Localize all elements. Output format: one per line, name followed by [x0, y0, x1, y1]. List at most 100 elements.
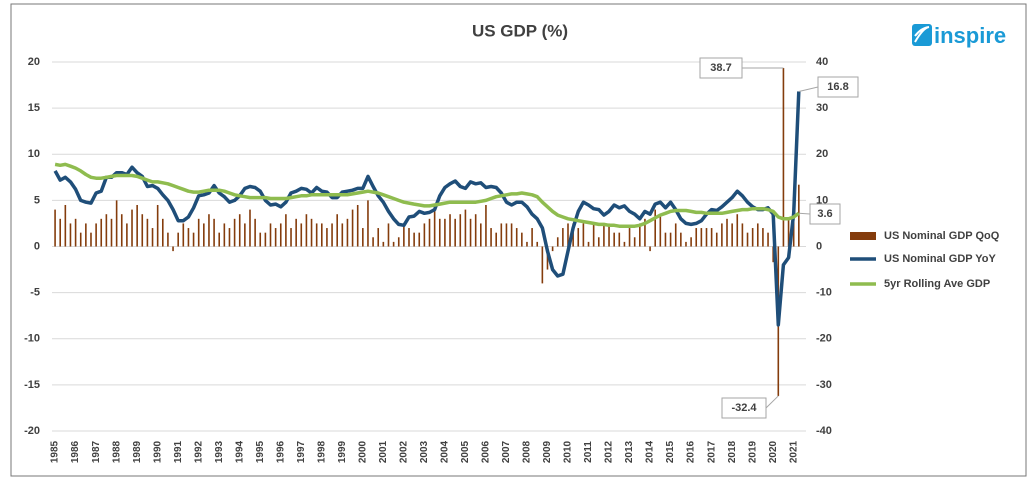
x-tick-label: 2011	[583, 441, 594, 463]
bar	[429, 219, 431, 247]
bar	[465, 210, 467, 247]
bar	[234, 219, 236, 247]
bar	[593, 223, 595, 246]
x-tick-label: 2008	[522, 440, 533, 463]
bar	[198, 219, 200, 247]
bar	[562, 228, 564, 246]
bar	[706, 228, 708, 246]
bar	[285, 214, 287, 246]
bar	[542, 247, 544, 284]
y2-tick-label: -40	[816, 425, 832, 437]
bar	[495, 233, 497, 247]
bar	[449, 214, 451, 246]
x-tick-label: 2010	[563, 440, 574, 463]
bar	[152, 228, 154, 246]
bar	[588, 242, 590, 247]
bar	[526, 242, 528, 247]
bar	[521, 233, 523, 247]
x-tick-label: 2017	[706, 440, 717, 463]
bar	[265, 233, 267, 247]
bar	[613, 233, 615, 247]
x-tick-label: 2018	[727, 440, 738, 463]
x-tick-label: 2003	[419, 440, 430, 463]
bar	[95, 223, 97, 246]
bar	[444, 219, 446, 247]
bar	[665, 233, 667, 247]
bar	[213, 219, 215, 247]
y-tick-label: -20	[24, 425, 40, 437]
bar	[347, 219, 349, 247]
callout-line	[799, 213, 810, 214]
bar	[726, 219, 728, 247]
bar	[162, 219, 164, 247]
bar	[742, 223, 744, 246]
bar	[203, 223, 205, 246]
data-label: 3.6	[817, 208, 832, 220]
y-tick-label: 20	[28, 56, 40, 68]
data-label: 16.8	[827, 81, 848, 93]
bar	[116, 200, 118, 246]
y2-tick-label: -30	[816, 379, 832, 391]
logo-text: inspire	[934, 23, 1006, 48]
bar	[111, 219, 113, 247]
bar	[629, 228, 631, 246]
y2-tick-label: 20	[816, 148, 828, 160]
bar	[280, 223, 282, 246]
bar	[106, 214, 108, 246]
x-tick-label: 2020	[768, 440, 779, 463]
x-tick-label: 2009	[542, 440, 553, 463]
bar	[424, 223, 426, 246]
bar	[459, 214, 461, 246]
y-tick-label: 15	[28, 102, 40, 114]
y-tick-label: -10	[24, 333, 40, 345]
bar	[552, 247, 554, 252]
data-label: -32.4	[731, 402, 757, 414]
x-tick-label: 1989	[132, 440, 143, 463]
bar	[136, 205, 138, 247]
y-tick-label: -15	[24, 379, 40, 391]
y-tick-label: 5	[34, 194, 40, 206]
legend-label: US Nominal GDP YoY	[884, 253, 997, 265]
x-tick-label: 1991	[173, 440, 184, 463]
data-label: 38.7	[710, 62, 731, 74]
bar	[177, 233, 179, 247]
bar	[731, 223, 733, 246]
logo: inspire	[912, 23, 1006, 48]
bar	[398, 237, 400, 246]
x-tick-label: 2013	[624, 440, 635, 463]
bar	[501, 223, 503, 246]
x-tick-label: 2012	[604, 440, 615, 463]
bar	[670, 233, 672, 247]
bar	[603, 223, 605, 246]
bar	[331, 223, 333, 246]
y2-tick-label: 40	[816, 56, 828, 68]
bar	[183, 223, 185, 246]
bar	[516, 228, 518, 246]
bar	[418, 233, 420, 247]
bar	[300, 223, 302, 246]
bar	[311, 219, 313, 247]
x-tick-label: 2002	[399, 440, 410, 463]
y2-tick-label: 0	[816, 240, 822, 252]
x-tick-label: 2016	[686, 440, 697, 463]
x-tick-label: 1999	[337, 440, 348, 463]
bar	[254, 219, 256, 247]
bar	[352, 210, 354, 247]
bar	[388, 223, 390, 246]
bar	[270, 223, 272, 246]
bar	[752, 228, 754, 246]
x-tick-label: 2006	[481, 440, 492, 463]
x-tick-label: 2014	[645, 440, 656, 463]
bar	[408, 228, 410, 246]
bar	[598, 237, 600, 246]
bar	[362, 228, 364, 246]
bar	[506, 223, 508, 246]
bar	[757, 223, 759, 246]
bar	[316, 223, 318, 246]
bar	[59, 219, 61, 247]
y2-tick-label: -10	[816, 287, 832, 299]
chart-title: US GDP (%)	[472, 21, 568, 40]
legend-swatch	[850, 232, 876, 240]
bar	[711, 228, 713, 246]
